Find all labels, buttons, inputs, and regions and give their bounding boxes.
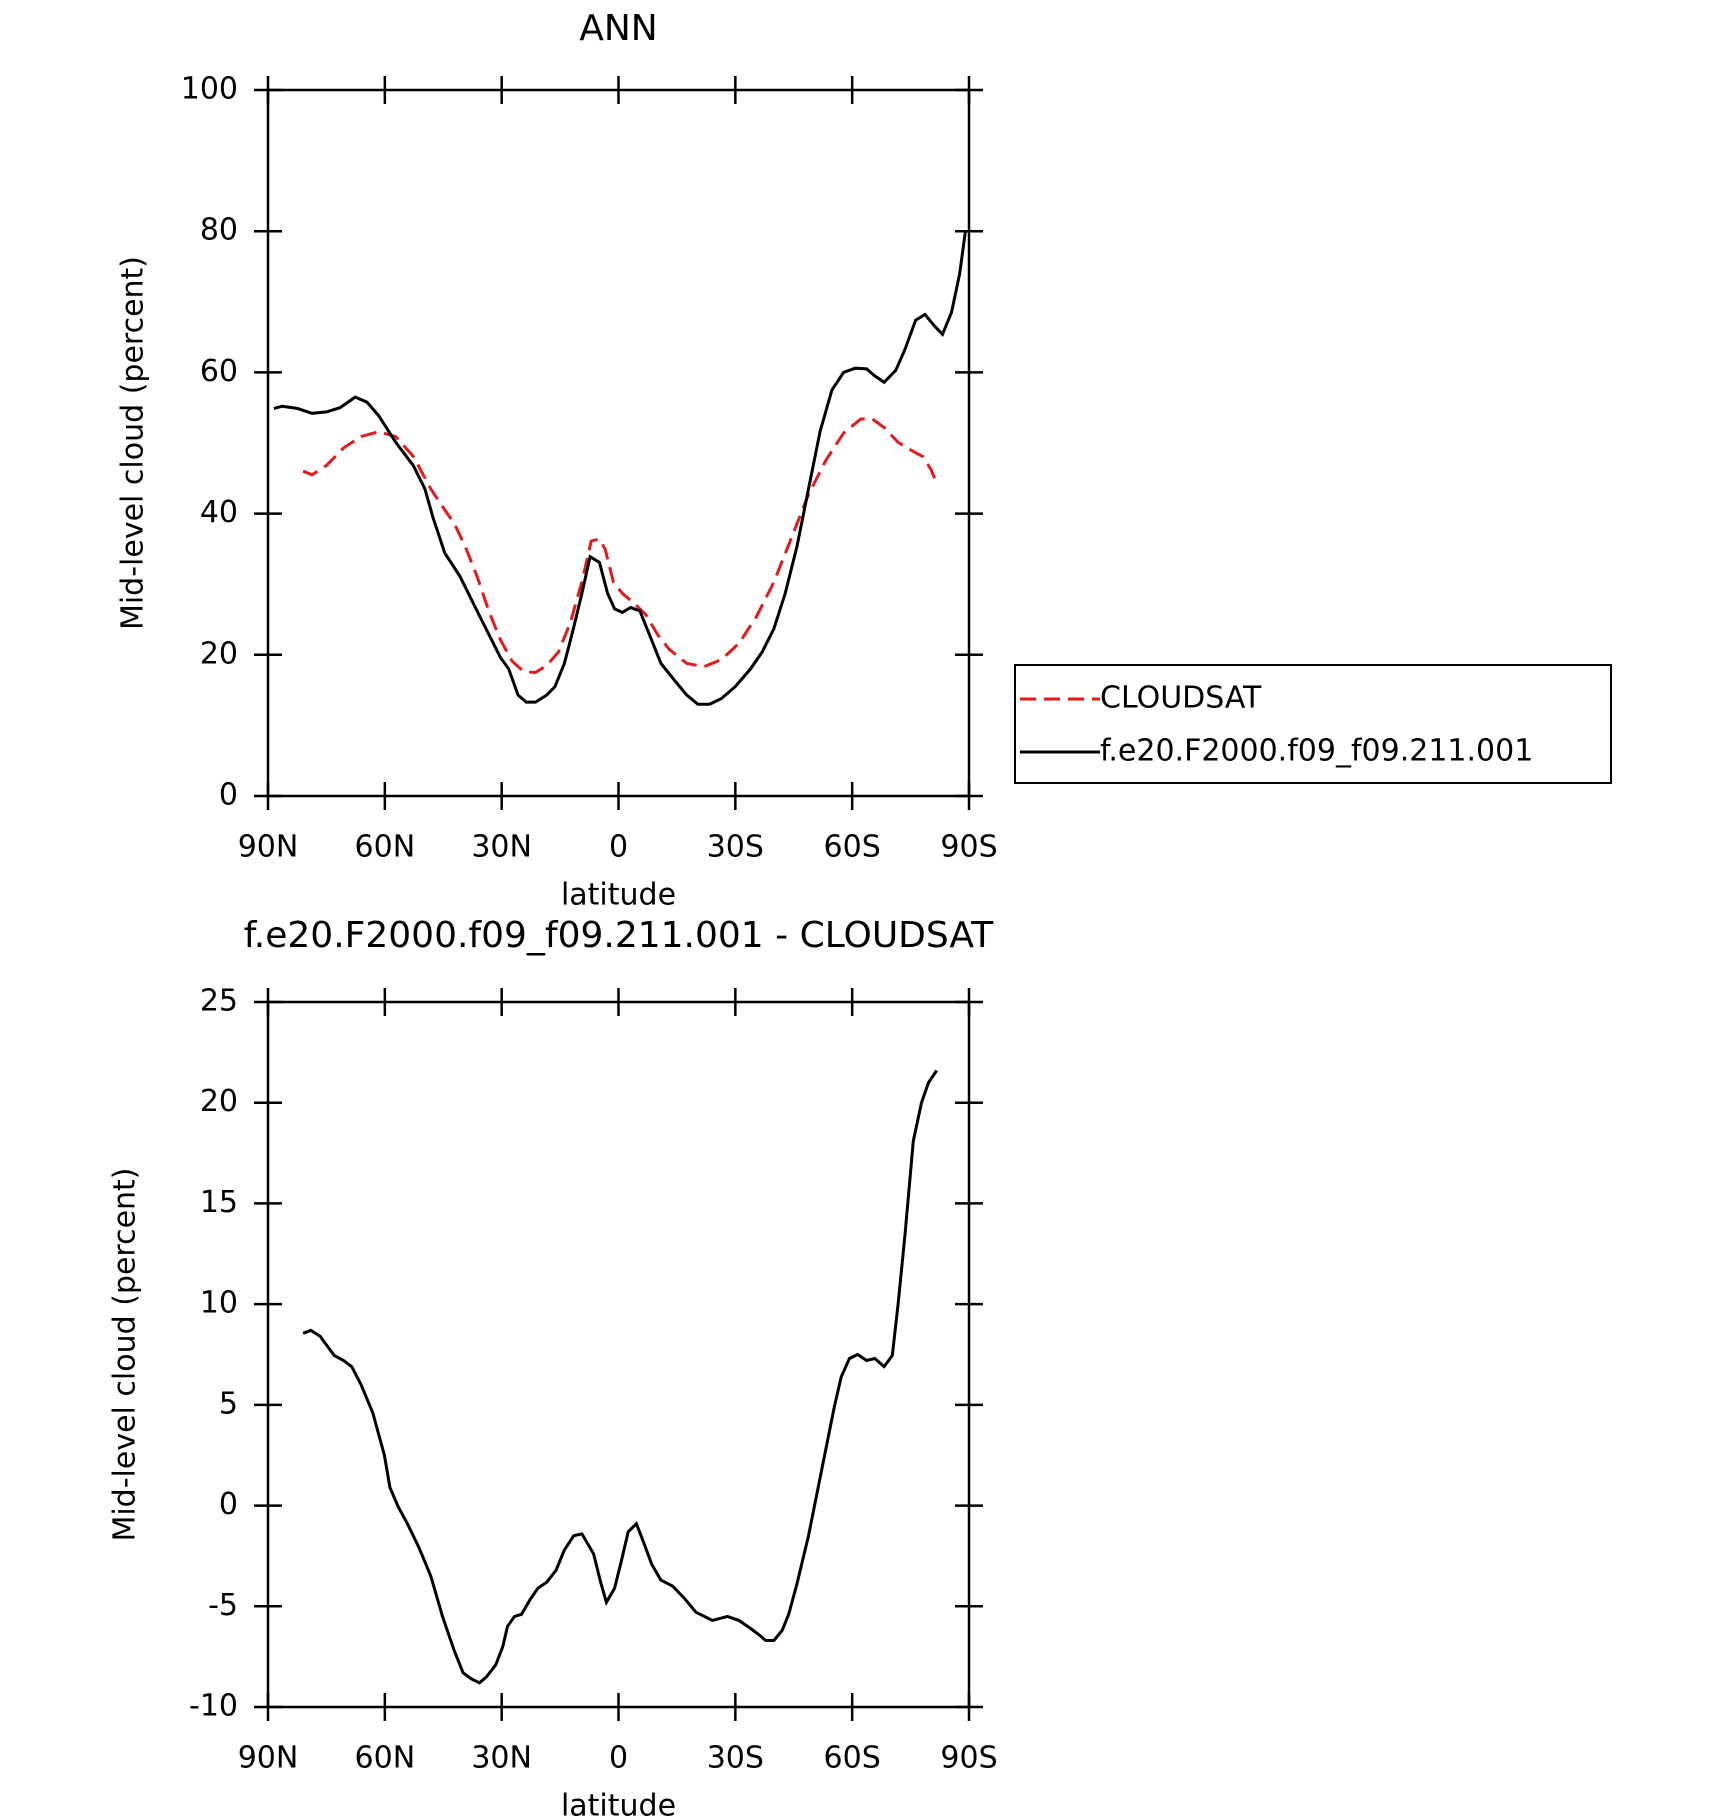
x-tick-label: 30N xyxy=(471,830,532,865)
y-tick-label: 60 xyxy=(200,354,238,389)
y-axis-label: Mid-level cloud (percent) xyxy=(116,256,151,630)
x-tick-label: 0 xyxy=(609,1741,628,1776)
data-line xyxy=(302,417,939,675)
y-axis-label: Mid-level cloud (percent) xyxy=(108,1167,143,1541)
x-tick-label: 30S xyxy=(707,1741,764,1776)
legend-label: CLOUDSAT xyxy=(1100,681,1262,716)
x-tick-label: 90N xyxy=(238,830,299,865)
plot-frame xyxy=(266,1000,971,1709)
x-tick-label: 90S xyxy=(940,830,997,865)
plot-frame xyxy=(266,88,971,798)
x-tick-label: 60S xyxy=(824,830,881,865)
x-tick-label: 90N xyxy=(238,1741,299,1776)
y-tick-label: 0 xyxy=(219,778,238,813)
x-tick-label: 90S xyxy=(940,1741,997,1776)
legend-label: f.e20.F2000.f09_f09.211.001 xyxy=(1100,734,1533,769)
y-tick-label: -10 xyxy=(189,1689,238,1724)
data-line xyxy=(302,1069,938,1685)
y-tick-label: 5 xyxy=(219,1386,238,1421)
x-axis-label: latitude xyxy=(561,878,676,913)
x-tick-label: 60N xyxy=(355,830,416,865)
legend-box xyxy=(1014,664,1612,784)
x-tick-label: 0 xyxy=(609,830,628,865)
y-tick-label: 100 xyxy=(181,72,238,107)
x-tick-label: 30S xyxy=(707,830,764,865)
y-tick-label: 15 xyxy=(200,1185,238,1220)
y-tick-label: 80 xyxy=(200,213,238,248)
y-tick-label: 0 xyxy=(219,1487,238,1522)
chart-title: ANN xyxy=(579,8,658,49)
y-tick-label: 20 xyxy=(200,1084,238,1119)
y-tick-label: 10 xyxy=(200,1286,238,1321)
chart-title: f.e20.F2000.f09_f09.211.001 - CLOUDSAT xyxy=(244,915,994,956)
y-tick-label: 20 xyxy=(200,636,238,671)
x-tick-label: 60N xyxy=(355,1741,416,1776)
x-tick-label: 60S xyxy=(824,1741,881,1776)
y-tick-label: 25 xyxy=(200,984,238,1019)
y-tick-label: 40 xyxy=(200,495,238,530)
x-tick-label: 30N xyxy=(471,1741,532,1776)
y-tick-label: -5 xyxy=(208,1588,238,1623)
x-axis-label: latitude xyxy=(561,1789,676,1816)
data-line xyxy=(273,230,967,706)
